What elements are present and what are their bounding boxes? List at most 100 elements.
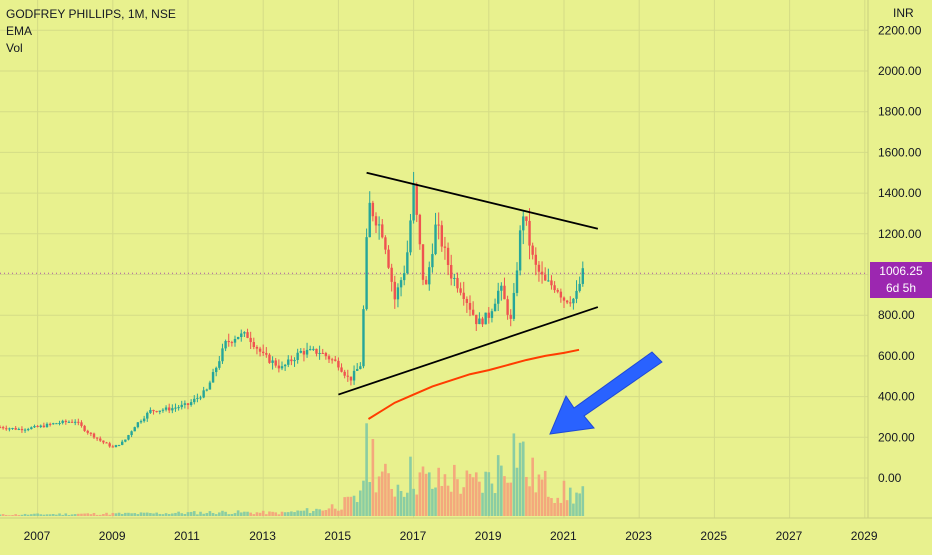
volume-bar <box>512 433 516 516</box>
volume-bar <box>324 510 328 516</box>
volume-bar <box>321 510 325 516</box>
candle-body <box>459 288 462 293</box>
candle-body <box>155 411 158 413</box>
time-axis[interactable]: 2007 2009 2011 2013 2015 2017 2019 2021 2023 2025… <box>24 529 878 543</box>
candle-body <box>443 246 447 248</box>
volume-bar <box>108 514 111 516</box>
volume-bar <box>55 514 58 516</box>
candle-body <box>381 224 384 238</box>
candle-body <box>146 412 149 419</box>
volume-bar <box>265 514 268 516</box>
price-axis[interactable]: 0.00200.00400.00600.00800.001000.001200.… <box>878 23 922 485</box>
candle-body <box>337 360 340 368</box>
candle-body <box>202 390 205 398</box>
volume-bar <box>243 511 246 516</box>
volume-bar <box>424 473 428 516</box>
candle-body <box>196 397 199 399</box>
candle-body <box>362 309 365 367</box>
candlesticks <box>0 171 584 448</box>
candle-body <box>515 270 519 293</box>
candle-body <box>503 285 506 300</box>
volume-bar <box>0 514 2 516</box>
price-tick-label: 0.00 <box>878 471 902 485</box>
volume-bar <box>525 476 528 516</box>
volume-bar <box>70 514 74 516</box>
volume-bar <box>431 488 434 516</box>
candle-body <box>346 375 349 377</box>
volume-bar <box>1 514 5 516</box>
candle-body <box>424 279 428 285</box>
candle-body <box>575 290 578 299</box>
candle-body <box>174 407 177 409</box>
candle-body <box>327 356 331 360</box>
volume-bar <box>161 514 165 516</box>
volume-bar <box>186 512 190 516</box>
volume-bar <box>174 512 177 516</box>
candle-body <box>415 184 418 215</box>
volume-bar <box>343 497 346 516</box>
candle-body <box>274 360 277 366</box>
volume-bar <box>490 483 494 516</box>
candle-body <box>487 312 490 318</box>
currency-label: INR <box>893 6 914 20</box>
volume-bar <box>399 491 403 516</box>
candle-body <box>249 337 252 343</box>
volume-bar <box>453 464 456 516</box>
candle-body <box>465 298 469 303</box>
volume-bar <box>286 512 290 516</box>
volume-bar <box>26 514 30 516</box>
volume-bar <box>305 508 309 516</box>
volume-bar <box>249 512 252 516</box>
candle-body <box>58 423 61 425</box>
candle-body <box>377 224 381 226</box>
candle-body <box>409 220 412 253</box>
volume-bar <box>299 510 303 516</box>
volume-bar <box>374 492 378 516</box>
price-tick-label: 600.00 <box>878 349 915 363</box>
candle-body <box>484 312 487 325</box>
candle-body <box>193 398 196 403</box>
candle-body <box>77 421 80 423</box>
candle-body <box>180 404 183 408</box>
candle-body <box>462 292 465 299</box>
candle-body <box>27 429 30 431</box>
volume-bar <box>124 512 127 516</box>
volume-bar <box>239 512 243 516</box>
volume-bar <box>518 442 522 516</box>
price-tick-label: 1400.00 <box>878 186 922 200</box>
candle-body <box>164 407 168 410</box>
candle-body <box>230 342 234 344</box>
candle-body <box>95 437 99 439</box>
volume-bar <box>534 492 538 516</box>
volume-bar <box>362 480 365 516</box>
candle-body <box>205 389 208 391</box>
volume-bar <box>562 480 566 516</box>
candle-body <box>290 359 293 362</box>
volume-bar <box>67 515 71 516</box>
volume-bar <box>387 473 390 516</box>
candle-body <box>403 273 406 281</box>
candle-body <box>45 423 49 428</box>
volume-bar <box>208 511 212 516</box>
volume-bar <box>368 482 372 516</box>
volume-bar <box>158 513 162 516</box>
candle-body <box>478 318 481 325</box>
volume-bar <box>149 513 152 516</box>
candle-body <box>371 202 375 217</box>
volume-bar <box>189 511 193 516</box>
ema-indicator-label[interactable]: EMA <box>6 24 33 38</box>
candle-body <box>61 420 64 424</box>
candle-body <box>330 359 334 361</box>
volume-indicator-label[interactable]: Vol <box>6 41 23 55</box>
candle-body <box>124 439 127 442</box>
candle-body <box>453 277 456 279</box>
volume-bar <box>252 514 256 516</box>
last-price-tag: 1006.25 6d 5h <box>870 262 932 298</box>
symbol-title[interactable]: GODFREY PHILLIPS, 1M, NSE <box>6 7 176 21</box>
candle-body <box>246 332 249 338</box>
volume-bar <box>89 514 93 516</box>
volume-bar <box>17 515 21 516</box>
volume-bar <box>8 515 11 516</box>
